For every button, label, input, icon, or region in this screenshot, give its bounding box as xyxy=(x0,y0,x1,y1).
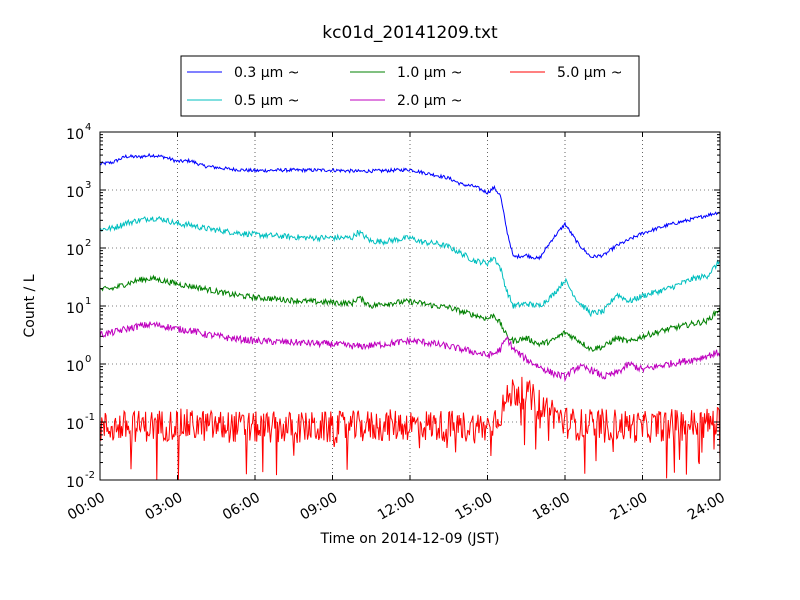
x-tick-labels: 00:00 03:00 06:00 09:00 12:00 15:00 18:00 21:00… xyxy=(65,490,728,524)
y-tick-label: 10 xyxy=(66,359,84,375)
series-line-0 xyxy=(99,152,721,261)
y-tick-exponent: 4 xyxy=(85,122,91,133)
legend-label: 0.3 μm ~ xyxy=(234,65,299,81)
y-axis-label: Count / L xyxy=(22,274,38,337)
chart-title: kc01d_20141209.txt xyxy=(322,23,498,43)
x-axis-label: Time on 2014-12-09 (JST) xyxy=(320,531,500,547)
y-tick-label: 10 xyxy=(66,243,84,259)
y-tick-exponent: -2 xyxy=(85,470,95,481)
legend-label: 0.5 μm ~ xyxy=(234,93,299,109)
y-tick-exponent: -1 xyxy=(85,412,95,423)
legend-label: 1.0 μm ~ xyxy=(397,65,462,81)
series-line-3 xyxy=(99,321,721,383)
y-tick-label: 10 xyxy=(66,475,84,491)
plot-area xyxy=(99,152,721,481)
y-tick-exponent: 0 xyxy=(85,354,91,365)
x-tick-label: 18:00 xyxy=(530,490,573,524)
x-tick-label: 00:00 xyxy=(65,490,108,524)
legend-label: 5.0 μm ~ xyxy=(557,65,622,81)
y-tick-label: 10 xyxy=(66,127,84,143)
series-line-2 xyxy=(99,274,721,352)
y-tick-exponent: 2 xyxy=(85,238,91,249)
grid xyxy=(100,132,720,480)
y-tick-label: 10 xyxy=(66,301,84,317)
x-tick-label: 24:00 xyxy=(685,490,728,524)
x-tick-label: 21:00 xyxy=(608,490,651,524)
series-line-4 xyxy=(99,376,721,481)
x-tick-label: 12:00 xyxy=(375,490,418,524)
x-tick-label: 03:00 xyxy=(143,490,186,524)
ticks xyxy=(99,131,721,481)
legend-frame xyxy=(180,55,640,117)
x-tick-label: 15:00 xyxy=(453,490,496,524)
y-tick-label: 10 xyxy=(66,417,84,433)
legend: 0.3 μm ~ 0.5 μm ~ 1.0 μm ~ 2.0 μm ~ 5.0 μm ~ xyxy=(180,55,640,117)
legend-label: 2.0 μm ~ xyxy=(397,93,462,109)
y-tick-label: 10 xyxy=(66,185,84,201)
y-tick-exponent: 3 xyxy=(85,180,91,191)
y-tick-exponent: 1 xyxy=(85,296,91,307)
x-tick-label: 06:00 xyxy=(220,490,263,524)
series-line-1 xyxy=(99,216,721,318)
x-tick-label: 09:00 xyxy=(298,490,341,524)
